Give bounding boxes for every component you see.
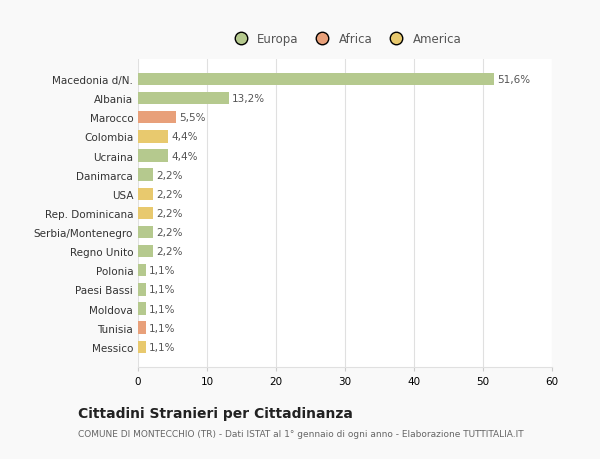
Text: 1,1%: 1,1% — [148, 304, 175, 314]
Bar — [138, 246, 153, 258]
Text: 51,6%: 51,6% — [497, 75, 530, 85]
Bar — [138, 73, 494, 86]
Text: 2,2%: 2,2% — [156, 246, 182, 257]
Text: 2,2%: 2,2% — [156, 228, 182, 237]
Bar — [138, 264, 146, 277]
Bar — [138, 188, 153, 201]
Text: 4,4%: 4,4% — [171, 132, 197, 142]
Text: 5,5%: 5,5% — [179, 113, 205, 123]
Legend: Europa, Africa, America: Europa, Africa, America — [224, 28, 466, 51]
Text: 13,2%: 13,2% — [232, 94, 265, 104]
Text: 1,1%: 1,1% — [148, 323, 175, 333]
Bar — [138, 131, 169, 143]
Bar — [138, 341, 146, 353]
Text: 1,1%: 1,1% — [148, 266, 175, 276]
Bar — [138, 93, 229, 105]
Text: 2,2%: 2,2% — [156, 208, 182, 218]
Text: 1,1%: 1,1% — [148, 342, 175, 352]
Bar — [138, 226, 153, 239]
Text: Cittadini Stranieri per Cittadinanza: Cittadini Stranieri per Cittadinanza — [78, 406, 353, 420]
Bar — [138, 302, 146, 315]
Bar — [138, 284, 146, 296]
Bar — [138, 112, 176, 124]
Bar — [138, 169, 153, 181]
Bar — [138, 207, 153, 220]
Text: 2,2%: 2,2% — [156, 170, 182, 180]
Text: COMUNE DI MONTECCHIO (TR) - Dati ISTAT al 1° gennaio di ogni anno - Elaborazione: COMUNE DI MONTECCHIO (TR) - Dati ISTAT a… — [78, 429, 524, 438]
Text: 2,2%: 2,2% — [156, 190, 182, 199]
Bar — [138, 322, 146, 334]
Text: 4,4%: 4,4% — [171, 151, 197, 161]
Text: 1,1%: 1,1% — [148, 285, 175, 295]
Bar — [138, 150, 169, 162]
